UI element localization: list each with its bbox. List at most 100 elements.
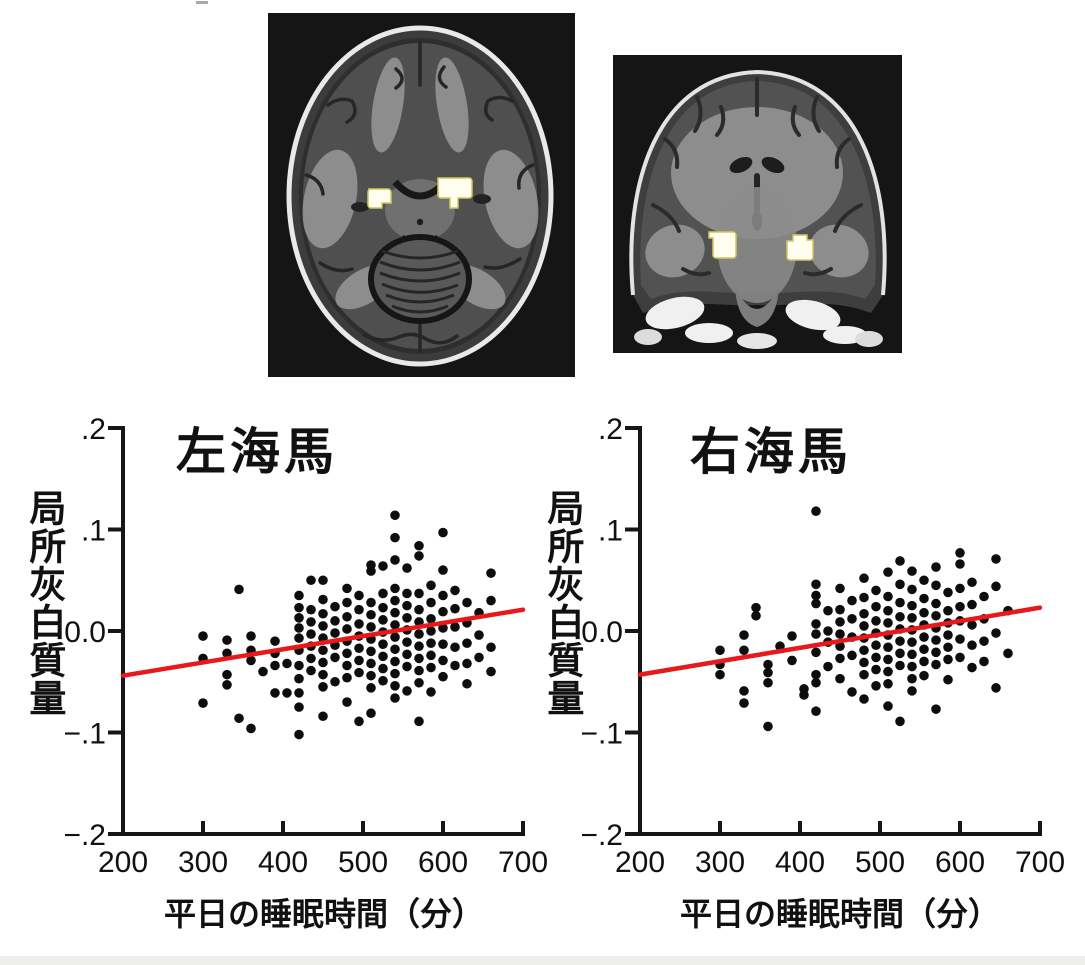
data-point — [967, 620, 977, 630]
data-point — [835, 673, 845, 684]
data-point — [955, 652, 965, 663]
data-point — [390, 510, 400, 521]
data-point — [450, 603, 460, 614]
pons — [735, 287, 779, 327]
axial-brain-mri — [268, 13, 575, 377]
data-point — [895, 611, 905, 622]
x-tick-label: 300 — [695, 846, 745, 879]
data-point — [811, 506, 821, 517]
data-point — [282, 658, 292, 669]
data-point — [318, 657, 328, 668]
skull-base-bright — [634, 296, 883, 349]
data-point — [270, 660, 280, 671]
data-point — [390, 595, 400, 606]
data-point — [342, 697, 352, 707]
data-point — [390, 620, 400, 630]
y-tick-label: .1 — [81, 515, 106, 548]
data-point — [979, 636, 989, 646]
data-point — [390, 632, 400, 642]
data-point — [811, 706, 821, 716]
data-point — [883, 567, 893, 577]
data-point — [294, 729, 304, 740]
data-point — [955, 548, 965, 558]
data-point — [402, 686, 412, 696]
hippocampus-highlight-right — [786, 234, 814, 261]
data-point — [438, 655, 448, 666]
right-chart-y-axis-label: 局所灰白質量 — [541, 489, 583, 717]
cerebellum — [368, 234, 472, 324]
data-point — [715, 645, 725, 656]
data-point — [895, 648, 905, 659]
data-point — [366, 609, 376, 620]
data-point — [811, 677, 821, 688]
data-point — [366, 708, 376, 719]
data-point — [907, 649, 917, 660]
temporal-horn-left — [351, 202, 369, 212]
data-point — [907, 637, 917, 647]
data-point — [859, 592, 869, 603]
data-point — [474, 652, 484, 663]
data-point — [883, 678, 893, 689]
data-point — [955, 601, 965, 612]
data-point — [835, 653, 845, 664]
y-tick-label: .1 — [598, 515, 623, 548]
data-point — [318, 608, 328, 619]
data-point — [847, 614, 857, 624]
data-point — [318, 645, 328, 656]
data-point — [390, 681, 400, 691]
data-point — [294, 602, 304, 613]
data-point — [438, 527, 448, 538]
data-point — [907, 600, 917, 611]
data-point — [1003, 648, 1013, 659]
data-point — [414, 629, 424, 639]
data-point — [943, 642, 953, 653]
y-tick-label: −.1 — [580, 718, 623, 751]
data-point — [222, 635, 232, 645]
data-point — [390, 583, 400, 594]
data-point — [919, 632, 929, 642]
data-point — [883, 666, 893, 677]
data-point — [198, 698, 208, 708]
data-point — [378, 639, 388, 649]
data-point — [330, 601, 340, 612]
data-point — [739, 630, 749, 640]
cerebellar-folia — [379, 249, 461, 314]
data-point — [294, 688, 304, 698]
data-point — [414, 716, 424, 727]
x-tick-label: 400 — [775, 846, 825, 879]
x-tick-label: 500 — [338, 846, 388, 879]
data-point — [919, 575, 929, 586]
data-point — [258, 666, 268, 677]
data-point — [955, 634, 965, 644]
data-point — [414, 665, 424, 676]
data-point — [883, 591, 893, 602]
data-point — [486, 568, 496, 578]
data-point — [306, 629, 316, 639]
data-point — [366, 597, 376, 608]
data-point — [811, 590, 821, 601]
left-chart-title: 左海馬 — [176, 424, 338, 480]
data-point — [991, 554, 1001, 564]
data-point — [318, 621, 328, 631]
data-point — [378, 651, 388, 662]
data-point — [895, 556, 905, 566]
data-point — [198, 631, 208, 641]
data-point — [366, 683, 376, 693]
data-point — [919, 670, 929, 681]
data-point — [979, 591, 989, 602]
data-point — [907, 673, 917, 684]
left-chart-y-axis-label: 局所灰白質量 — [23, 489, 65, 717]
data-point — [222, 648, 232, 659]
data-point — [907, 613, 917, 623]
data-point — [871, 664, 881, 675]
data-point — [402, 600, 412, 611]
data-point — [318, 711, 328, 722]
data-point — [486, 642, 496, 653]
axes — [625, 426, 1042, 836]
data-point — [390, 656, 400, 667]
data-point — [979, 656, 989, 667]
data-point — [438, 671, 448, 682]
data-point — [318, 682, 328, 692]
